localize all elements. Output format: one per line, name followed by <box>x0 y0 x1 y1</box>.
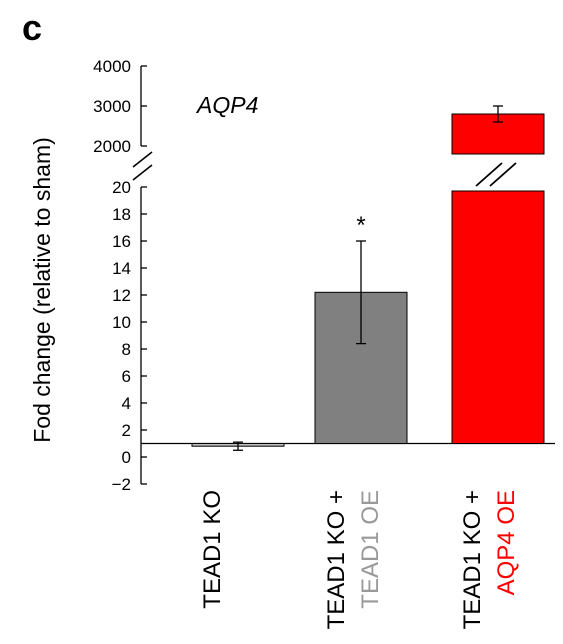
y-tick-label: 10 <box>112 313 131 332</box>
bar-lower-segment <box>451 190 545 444</box>
y-tick-label: 16 <box>112 232 131 251</box>
significance-marker: * <box>356 212 365 239</box>
y-tick-label: 4000 <box>93 57 131 76</box>
y-tick-label: 18 <box>112 205 131 224</box>
x-category-label: TEAD1 KO + <box>323 490 350 629</box>
y-axis-label: Fod change (relative to sham) <box>29 137 55 443</box>
bar-break-mark <box>475 162 503 187</box>
y-tick-label: 2 <box>122 421 131 440</box>
y-tick-label: 3000 <box>93 97 131 116</box>
y-tick-label: 6 <box>122 367 131 386</box>
bar-break-mark <box>489 162 517 187</box>
axis-break-mark <box>132 151 153 168</box>
panel-label: c <box>22 7 43 48</box>
y-tick-label: 20 <box>112 178 131 197</box>
y-tick-label: 4 <box>122 394 131 413</box>
x-category-label: AQP4 OE <box>493 490 520 595</box>
x-category-label: TEAD1 KO + <box>459 490 486 629</box>
y-tick-label: 2000 <box>93 137 131 156</box>
y-tick-label: 14 <box>112 259 131 278</box>
axis-break-mark <box>132 164 153 181</box>
chart-title: AQP4 <box>195 92 258 118</box>
x-category-label: TEAD1 KO <box>199 490 226 609</box>
y-tick-label: −2 <box>112 475 131 494</box>
x-category-label: TEAD1 OE <box>357 490 384 609</box>
y-tick-label: 8 <box>122 340 131 359</box>
y-tick-label: 12 <box>112 286 131 305</box>
y-tick-label: 0 <box>122 448 131 467</box>
